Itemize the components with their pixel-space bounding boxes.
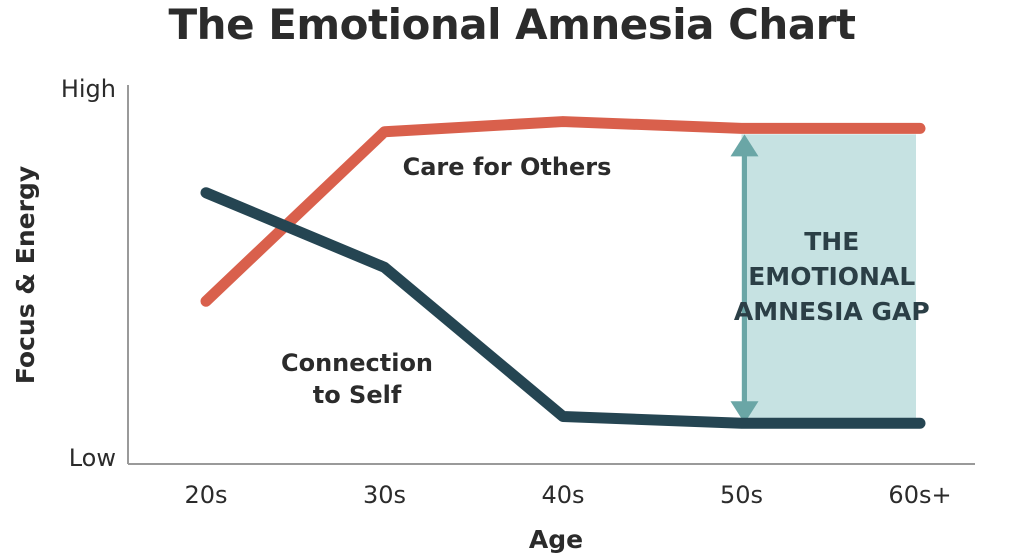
connection-to-self-label: to Self	[313, 381, 402, 409]
gap-arrow-head-down	[730, 401, 759, 424]
x-tick-label: 40s	[541, 481, 584, 509]
x-axis-title: Age	[529, 525, 583, 554]
chart-title: The Emotional Amnesia Chart	[168, 0, 856, 49]
gap-label-line: AMNESIA GAP	[734, 297, 930, 326]
x-tick-label: 60s+	[888, 481, 951, 509]
gap-arrow-head-up	[730, 134, 759, 157]
y-axis-title: Focus & Energy	[11, 166, 40, 384]
x-tick-label: 50s	[720, 481, 763, 509]
gap-label-line: THE	[804, 227, 859, 256]
x-tick-label: 20s	[184, 481, 227, 509]
care-for-others-line	[200, 116, 926, 307]
x-tick-label: 30s	[363, 481, 406, 509]
connection-to-self-label: Connection	[281, 349, 433, 377]
gap-label-line: EMOTIONAL	[748, 262, 915, 291]
y-tick-label-low: Low	[69, 444, 116, 472]
connection-to-self-line	[200, 187, 926, 429]
care-for-others-label: Care for Others	[403, 153, 612, 181]
gap-region	[741, 134, 916, 424]
y-tick-label-high: High	[61, 75, 116, 103]
